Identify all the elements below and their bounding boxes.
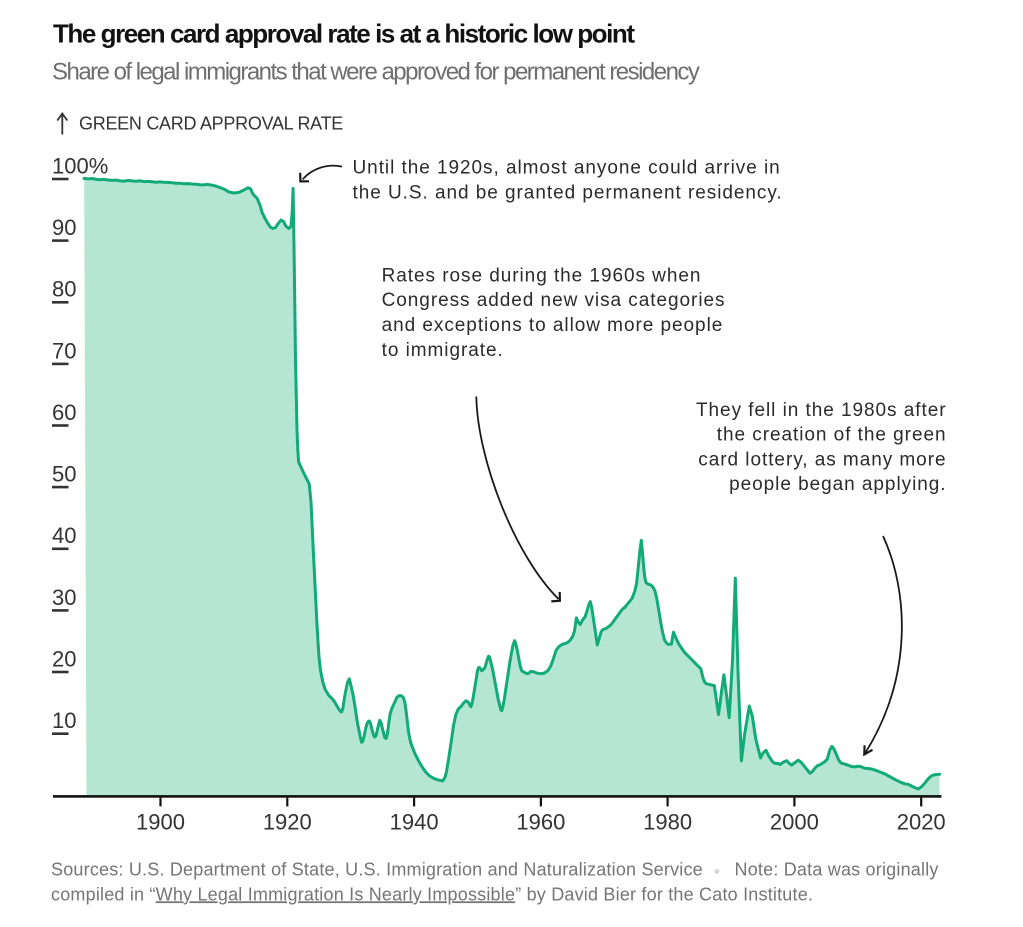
svg-text:compiled in “Why Legal Immigra: compiled in “Why Legal Immigration Is Ne… xyxy=(51,884,813,904)
svg-text:1980: 1980 xyxy=(643,810,692,835)
svg-text:They fell in the 1980s after: They fell in the 1980s after xyxy=(696,400,947,421)
svg-text:2020: 2020 xyxy=(897,810,946,835)
svg-text:Until the 1920s, almost anyone: Until the 1920s, almost anyone could arr… xyxy=(353,158,781,179)
svg-text:Sources: U.S. Department of St: Sources: U.S. Department of State, U.S. … xyxy=(51,859,703,879)
svg-text:30: 30 xyxy=(52,585,76,610)
svg-text:90: 90 xyxy=(52,215,76,240)
svg-text:20: 20 xyxy=(52,646,76,671)
svg-text:people began applying.: people began applying. xyxy=(729,474,946,495)
svg-text:40: 40 xyxy=(52,523,76,548)
svg-text:1900: 1900 xyxy=(136,810,185,835)
svg-text:60: 60 xyxy=(52,400,76,425)
svg-text:Rates rose during the 1960s wh: Rates rose during the 1960s when xyxy=(382,265,702,286)
svg-text:The green card approval rate i: The green card approval rate is at a his… xyxy=(53,19,635,49)
svg-text:Share of legal immigrants that: Share of legal immigrants that were appr… xyxy=(52,59,700,86)
svg-text:the U.S. and be granted perman: the U.S. and be granted permanent reside… xyxy=(353,182,783,203)
svg-text:the creation of the green: the creation of the green xyxy=(717,425,947,446)
svg-text:100%: 100% xyxy=(52,153,108,178)
svg-text:80: 80 xyxy=(52,277,76,302)
svg-text:GREEN CARD APPROVAL RATE: GREEN CARD APPROVAL RATE xyxy=(79,113,343,133)
svg-text:1940: 1940 xyxy=(390,810,439,835)
svg-text:Note: Data was originally: Note: Data was originally xyxy=(735,859,939,879)
svg-text:to immigrate.: to immigrate. xyxy=(382,340,504,361)
svg-text:1920: 1920 xyxy=(263,810,312,835)
svg-text:Congress added new visa catego: Congress added new visa categories xyxy=(382,290,726,311)
svg-text:card lottery, as many more: card lottery, as many more xyxy=(698,449,946,470)
svg-text:70: 70 xyxy=(52,338,76,363)
svg-text:2000: 2000 xyxy=(770,810,819,835)
svg-text:10: 10 xyxy=(52,708,76,733)
svg-text:50: 50 xyxy=(52,462,76,487)
svg-text:1960: 1960 xyxy=(516,810,565,835)
svg-text:and exceptions to allow more p: and exceptions to allow more people xyxy=(382,315,724,336)
